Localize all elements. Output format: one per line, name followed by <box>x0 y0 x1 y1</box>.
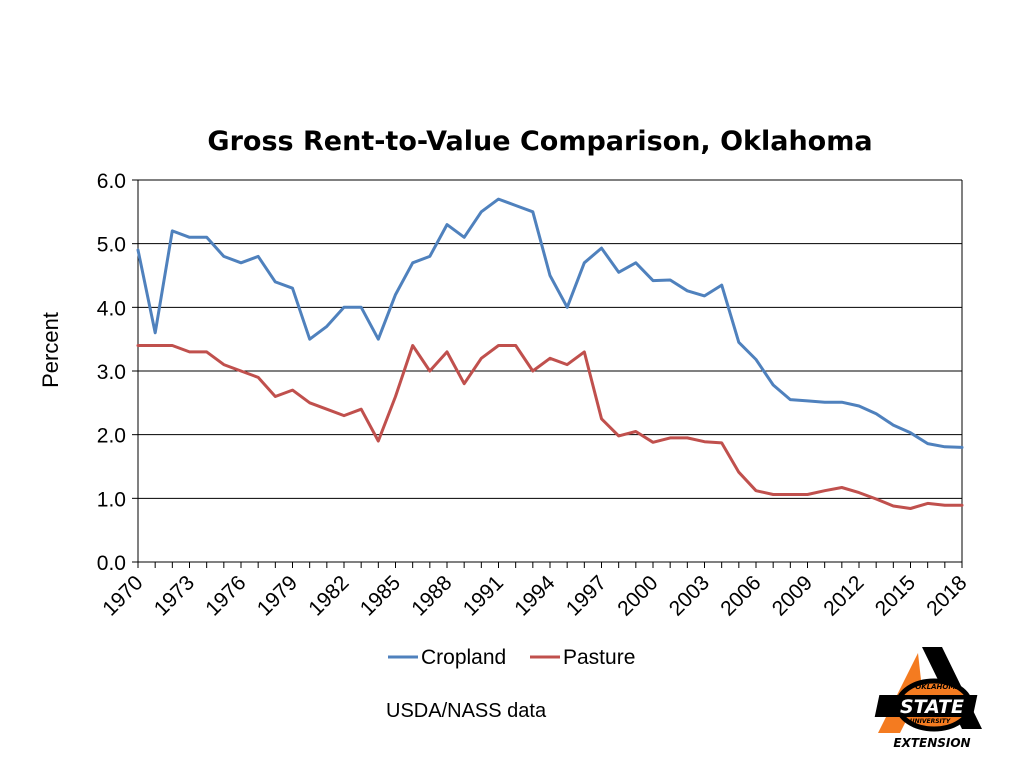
x-tick-label: 2003 <box>665 571 714 620</box>
chart-title: Gross Rent-to-Value Comparison, Oklahoma <box>207 126 872 157</box>
x-tick-label: 2009 <box>768 571 817 620</box>
y-axis-label: Percent <box>38 312 63 388</box>
x-tick-label: 2006 <box>716 571 765 620</box>
y-tick-label: 3.0 <box>97 361 126 384</box>
logo-sub-text: UNIVERSITY <box>910 718 951 725</box>
x-tick-label: 1982 <box>304 571 353 620</box>
y-tick-label: 0.0 <box>97 552 126 575</box>
series-lines <box>136 197 964 510</box>
osu-extension-logo: OKLAHOMA STATE UNIVERSITY EXTENSION <box>874 647 982 750</box>
x-tick-label: 2018 <box>922 571 971 620</box>
x-tick-label: 1988 <box>407 571 456 620</box>
legend: Cropland Pasture <box>388 646 635 669</box>
y-tick-label: 1.0 <box>97 488 126 511</box>
x-tick-label: 2012 <box>819 571 868 620</box>
y-tick-label: 6.0 <box>97 170 126 193</box>
chart-grid <box>138 179 962 563</box>
series-line-pasture <box>136 344 964 510</box>
y-axis-ticks: 0.0 1.0 2.0 3.0 4.0 5.0 6.0 <box>97 170 138 575</box>
source-note: USDA/NASS data <box>386 700 547 722</box>
y-tick-label: 4.0 <box>97 297 126 320</box>
logo-top-text: OKLAHOMA <box>915 683 960 691</box>
x-tick-label: 1994 <box>510 571 560 621</box>
x-tick-label: 1985 <box>356 571 405 620</box>
x-tick-label: 1979 <box>253 571 302 620</box>
x-tick-label: 1970 <box>98 571 147 620</box>
x-tick-label: 1973 <box>150 571 199 620</box>
x-tick-label: 1976 <box>201 571 250 620</box>
x-tick-label: 1997 <box>562 571 611 620</box>
logo-bottom-text: EXTENSION <box>893 736 970 750</box>
series-line-cropland <box>136 197 964 449</box>
line-chart: Gross Rent-to-Value Comparison, Oklahoma… <box>38 126 972 669</box>
x-tick-label: 2015 <box>871 571 920 620</box>
x-tick-label: 1991 <box>459 571 508 620</box>
y-tick-label: 5.0 <box>97 234 126 257</box>
x-axis-ticks: 1970 1973 1976 1979 1982 1985 1988 1991 1994 1997… <box>98 562 972 621</box>
x-tick-label: 2000 <box>613 571 662 620</box>
logo-main-text: STATE <box>900 696 964 718</box>
y-tick-label: 2.0 <box>97 425 126 448</box>
legend-label-pasture: Pasture <box>563 646 635 669</box>
logo-banner <box>874 695 978 717</box>
legend-label-cropland: Cropland <box>421 646 506 669</box>
